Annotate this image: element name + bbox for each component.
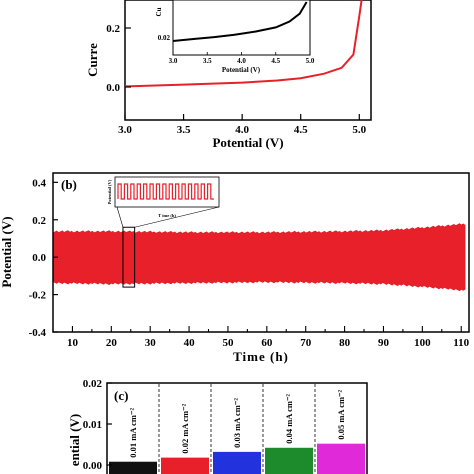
panel-b-xtick-label: 30 [145,337,157,349]
panel-a-inset-xtick-label: 4.5 [271,57,280,65]
panel-a-inset-ytick: 0.02 [158,34,171,42]
panel-b-xtick-label: 90 [378,337,390,349]
panel-a-inset-xtick-label: 3.5 [203,57,212,65]
panel-b-xtick-label: 10 [67,337,79,349]
panel-a-xlabel: Potential (V) [212,135,283,150]
panel-a-ylabel: Curre [85,43,100,77]
panel-a-inset-line [172,1,308,42]
panel-a-ytick-label: 0.0 [106,82,120,94]
panel-b-xtick-label: 70 [300,337,312,349]
panel-b-xtick-label: 100 [414,337,431,349]
panel-b-xtick-label: 110 [453,337,469,349]
panel-a-inset-ylabel: Cu [155,7,163,16]
panel-a-xtick-label: 5.0 [352,124,366,136]
panel-c-band [109,461,157,474]
panel-b-xtick-label: 20 [106,337,118,349]
panel-c-current-label: 0.02 mA cm⁻² [180,403,190,453]
panel-b-xtick-label: 50 [222,337,234,349]
panel-a-xtick-label: 4.0 [235,124,249,136]
panel-b-inset-link [116,206,124,228]
panel-b-xtick-label: 40 [184,337,196,349]
panel-b-frame [52,172,470,333]
panel-c-label: (c) [114,388,128,403]
panel-a-inset-xtick-label: 4.0 [237,57,246,65]
panel-c-bands: 0.01 mA cm⁻² 0.02 mA cm⁻² 0.03 mA cm⁻² 0.04… [109,384,365,474]
panel-c-yticks: 0.02 0.01 0.00 [83,378,112,472]
panel-c-band [317,443,365,474]
panel-a-xtick-label: 3.5 [177,124,191,136]
panel-c-current-label: 0.04 mA cm⁻² [284,394,294,444]
panel-c-current-label: 0.03 mA cm⁻² [232,398,242,448]
panel-b-xtick-label: 80 [339,337,351,349]
panel-a-xticks: 3.0 3.5 4.0 4.5 5.0 [118,114,367,136]
panel-b-xlabel: Time (h) [233,349,289,364]
panel-b-ytick-label: 0.0 [32,252,46,264]
panel-c-band [161,457,209,474]
panel-b-inset: T ime (h) Potential (V) [107,176,220,218]
panel-b-ytick-label: 0.2 [32,215,46,227]
panel-b-potential-band [52,223,466,292]
panel-c-current-label: 0.01 mA cm⁻² [128,408,138,458]
panel-a-inset-xticks: 3.0 3.5 4.0 4.5 5.0 [169,52,315,65]
panel-a-yticks: 0.0 0.2 [106,23,131,94]
panel-a-inset-xtick-label: 3.0 [169,57,178,65]
panel-a-series-line [124,0,363,88]
panel-b-highlight-box [122,226,136,288]
panel-b-label: (b) [61,177,77,192]
panel-c: 0.01 mA cm⁻² 0.02 mA cm⁻² 0.03 mA cm⁻² 0.04… [67,378,368,474]
panel-b-xticks: 10 20 30 40 50 60 70 80 90 100 110 [52,326,470,349]
panel-a-frame [124,0,372,121]
panel-b-inset-ylabel: Potential (V) [107,179,112,204]
panel-a-inset-frame [172,0,311,56]
panel-b-ylabel: Potential (V) [0,216,14,287]
panel-c-ytick-label: 0.00 [83,460,103,472]
panel-a: 0.0 0.2 3.0 3.5 4.0 4.5 5.0 Potential (V) Cur… [85,0,372,150]
panel-c-ytick-label: 0.02 [83,378,103,390]
panel-c-band [213,451,261,474]
panel-a-ytick-label: 0.2 [106,23,120,35]
panel-a-xtick-label: 4.5 [294,124,308,136]
panel-c-ytick-label: 0.01 [83,419,102,431]
panel-b-inset-link [134,206,220,228]
panel-c-current-label: 0.05 mA cm⁻² [336,389,346,439]
panel-a-inset: 3.0 3.5 4.0 4.5 5.0 0.02 Potential (V) Cu [155,0,315,74]
panel-b-inset-wave [117,183,214,200]
panel-c-band [265,447,313,474]
panel-a-inset-xtick-label: 5.0 [306,57,315,65]
panel-b-ytick-label: -0.2 [29,290,47,302]
panel-c-frame [106,382,368,474]
panel-b-ytick-label: 0.4 [32,177,46,189]
panel-b-yticks: 0.4 0.2 0.0 -0.2 -0.4 [29,177,58,339]
panel-b-xtick-label: 60 [261,337,273,349]
panel-b-inset-xlabel: T ime (h) [158,213,176,218]
panel-b-ytick-label: -0.4 [29,327,47,339]
panel-b: 0.40.20.0-0.2-0.4 10 20 30 40 50 60 70 80 90 100 1… [0,172,470,364]
panel-a-xtick-label: 3.0 [118,124,132,136]
panel-a-inset-xlabel: Potential (V) [222,66,261,74]
panel-c-ylabel: ential (V) [67,414,82,466]
